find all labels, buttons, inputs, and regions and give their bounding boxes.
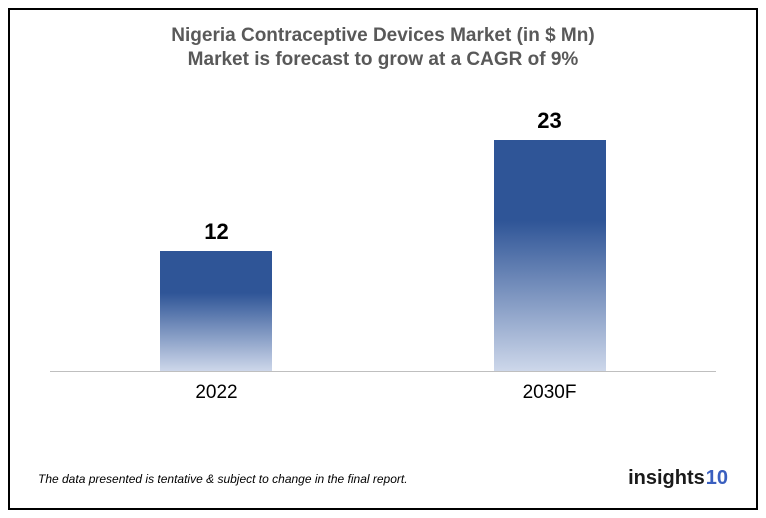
bar-slot-2030f: 23 — [396, 120, 702, 371]
bar-value-2022: 12 — [204, 219, 228, 245]
x-label-2030f: 2030F — [396, 382, 702, 404]
chart-frame: Nigeria Contraceptive Devices Market (in… — [8, 8, 758, 510]
x-axis-labels: 2022 2030F — [50, 376, 716, 408]
bar-2022 — [160, 251, 272, 371]
bar-value-2030f: 23 — [537, 108, 561, 134]
page: Nigeria Contraceptive Devices Market (in… — [0, 0, 766, 518]
chart-title-line1: Nigeria Contraceptive Devices Market (in… — [10, 24, 756, 48]
chart-title: Nigeria Contraceptive Devices Market (in… — [10, 24, 756, 72]
plot-region: 12 23 — [50, 120, 716, 372]
brand-logo: insights10 — [628, 467, 728, 490]
footnote-text: The data presented is tentative & subjec… — [38, 472, 408, 486]
x-label-2022: 2022 — [63, 382, 369, 404]
chart-area: 12 23 2022 2030F — [50, 120, 716, 408]
chart-title-line2: Market is forecast to grow at a CAGR of … — [10, 48, 756, 72]
bar-2030f — [494, 140, 606, 371]
bar-slot-2022: 12 — [63, 120, 369, 371]
logo-text-part2: 10 — [706, 467, 728, 490]
logo-text-part1: insights — [628, 467, 705, 490]
